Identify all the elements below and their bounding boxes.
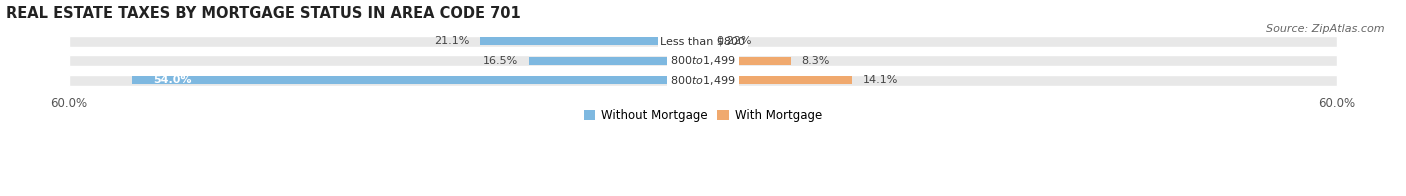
Text: $800 to $1,499: $800 to $1,499: [671, 54, 735, 67]
Text: REAL ESTATE TAXES BY MORTGAGE STATUS IN AREA CODE 701: REAL ESTATE TAXES BY MORTGAGE STATUS IN …: [6, 5, 520, 21]
Text: Less than $800: Less than $800: [661, 36, 745, 46]
Bar: [69, 55, 1337, 66]
Bar: [69, 75, 1337, 86]
Text: Source: ZipAtlas.com: Source: ZipAtlas.com: [1267, 24, 1385, 34]
Bar: [529, 57, 703, 65]
Text: 8.3%: 8.3%: [801, 56, 830, 66]
Bar: [132, 76, 703, 84]
Bar: [703, 37, 706, 45]
Bar: [69, 36, 1337, 47]
Bar: [479, 37, 703, 45]
Text: $800 to $1,499: $800 to $1,499: [671, 74, 735, 87]
Text: 16.5%: 16.5%: [482, 56, 517, 66]
Bar: [703, 57, 790, 65]
Legend: Without Mortgage, With Mortgage: Without Mortgage, With Mortgage: [579, 104, 827, 127]
Text: 14.1%: 14.1%: [862, 75, 898, 85]
Text: 54.0%: 54.0%: [153, 75, 193, 85]
Text: 21.1%: 21.1%: [434, 36, 470, 46]
Bar: [703, 76, 852, 84]
Text: 0.22%: 0.22%: [716, 36, 751, 46]
